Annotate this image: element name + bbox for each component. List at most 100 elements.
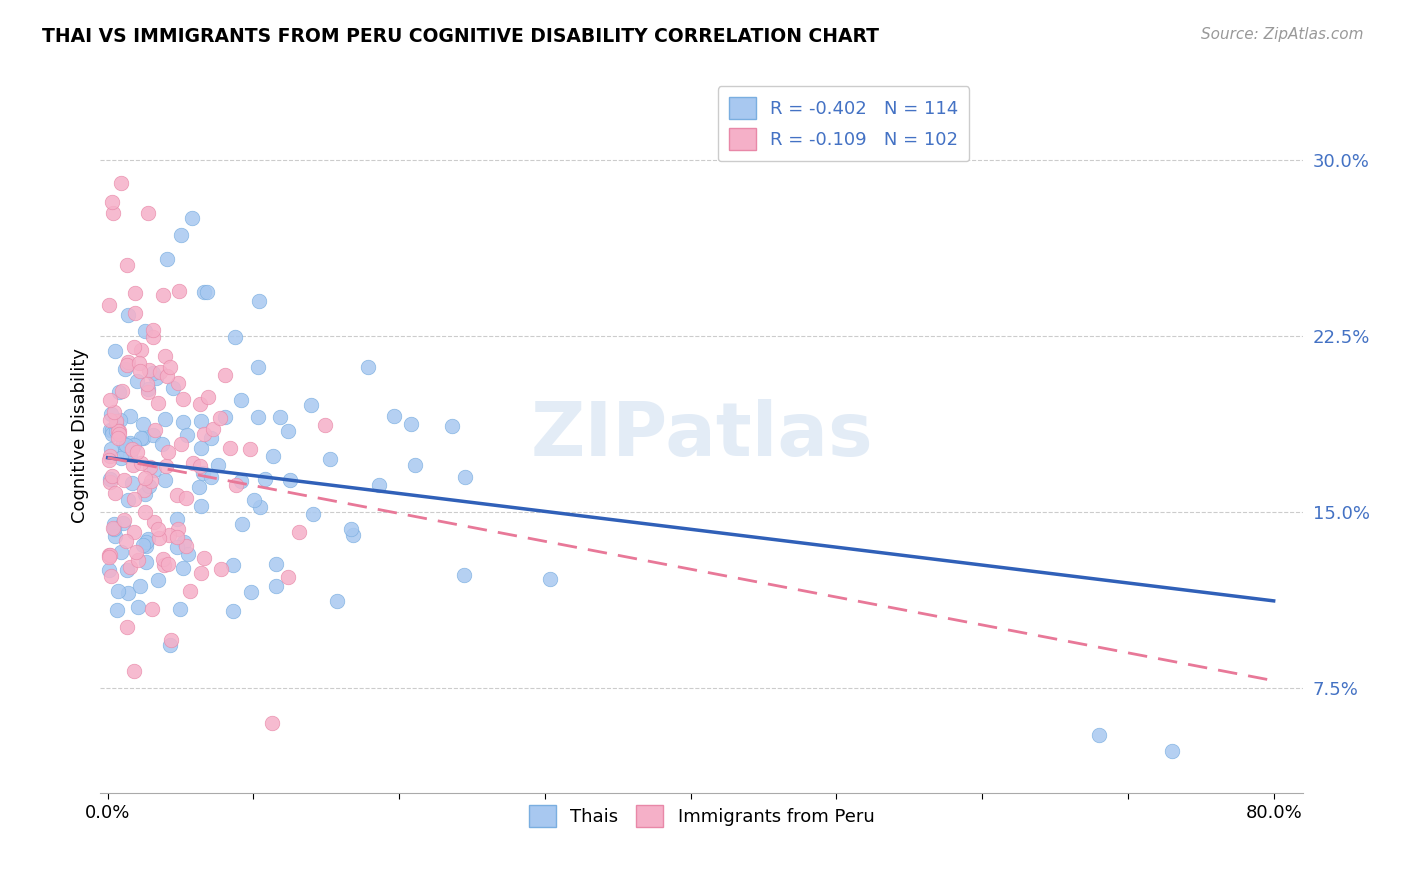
Point (129, 579, 152, 593)
Point (225, 477, 247, 491)
Point (134, 487, 156, 501)
Point (132, 417, 155, 431)
Point (162, 381, 184, 395)
Point (209, 562, 232, 576)
Point (262, 449, 284, 463)
Legend: Thais, Immigrants from Peru: Thais, Immigrants from Peru (522, 798, 882, 834)
Point (138, 206, 160, 220)
Point (167, 376, 190, 391)
Point (129, 456, 152, 470)
Point (101, 206, 124, 220)
Point (111, 436, 134, 450)
Point (134, 505, 156, 519)
Point (156, 557, 179, 571)
Point (100, 407, 122, 421)
Point (153, 349, 176, 363)
Point (121, 475, 143, 490)
Point (150, 437, 173, 451)
Point (207, 458, 229, 472)
Point (141, 601, 163, 615)
Point (172, 416, 194, 430)
Point (193, 285, 215, 300)
Point (143, 515, 166, 529)
Point (193, 427, 215, 442)
Point (107, 424, 129, 438)
Point (134, 483, 156, 498)
Point (103, 517, 125, 532)
Point (214, 410, 236, 425)
Point (152, 288, 174, 302)
Point (247, 294, 270, 309)
Point (339, 523, 361, 537)
Point (101, 426, 124, 441)
Point (98, 392, 121, 407)
Point (156, 252, 179, 267)
Point (188, 397, 211, 411)
Text: THAI VS IMMIGRANTS FROM PERU COGNITIVE DISABILITY CORRELATION CHART: THAI VS IMMIGRANTS FROM PERU COGNITIVE D… (42, 27, 879, 45)
Point (103, 522, 125, 536)
Point (122, 524, 145, 539)
Point (155, 473, 177, 487)
Point (138, 363, 160, 377)
Point (110, 545, 132, 559)
Point (100, 442, 122, 456)
Point (136, 382, 159, 396)
Point (326, 594, 349, 608)
Point (153, 558, 176, 572)
Point (127, 553, 149, 567)
Point (454, 470, 477, 484)
Point (101, 468, 124, 483)
Point (319, 452, 342, 467)
Point (124, 285, 146, 300)
Point (240, 585, 263, 599)
Point (179, 584, 201, 599)
Point (125, 545, 148, 559)
Point (107, 424, 129, 438)
Point (176, 539, 198, 553)
Point (239, 442, 262, 456)
Point (314, 418, 336, 433)
Point (117, 358, 139, 372)
Point (145, 370, 167, 384)
Point (115, 533, 138, 548)
Point (112, 513, 135, 527)
Point (231, 516, 253, 531)
Point (188, 480, 211, 494)
Point (177, 547, 200, 561)
Point (155, 458, 177, 473)
Point (219, 441, 242, 455)
Y-axis label: Cognitive Disability: Cognitive Disability (72, 348, 89, 523)
Point (157, 528, 180, 542)
Point (103, 521, 125, 535)
Point (108, 413, 131, 427)
Point (98, 423, 121, 437)
Point (156, 444, 179, 458)
Point (277, 569, 299, 583)
Point (247, 360, 270, 375)
Point (132, 431, 155, 445)
Point (122, 438, 145, 452)
Point (131, 538, 153, 552)
Point (197, 390, 219, 404)
Point (156, 369, 179, 384)
Point (98, 563, 121, 577)
Point (135, 535, 157, 549)
Point (125, 374, 148, 388)
Point (107, 583, 129, 598)
Point (100, 413, 122, 427)
Point (120, 409, 142, 423)
Point (128, 356, 150, 370)
Point (166, 512, 188, 526)
Point (127, 445, 149, 459)
Point (101, 194, 124, 209)
Point (229, 475, 252, 489)
Point (117, 492, 139, 507)
Point (172, 392, 194, 406)
Point (117, 355, 139, 369)
Point (122, 665, 145, 679)
Point (404, 458, 426, 472)
Point (190, 566, 212, 580)
Point (222, 558, 245, 572)
Point (247, 410, 270, 425)
Point (98, 475, 121, 489)
